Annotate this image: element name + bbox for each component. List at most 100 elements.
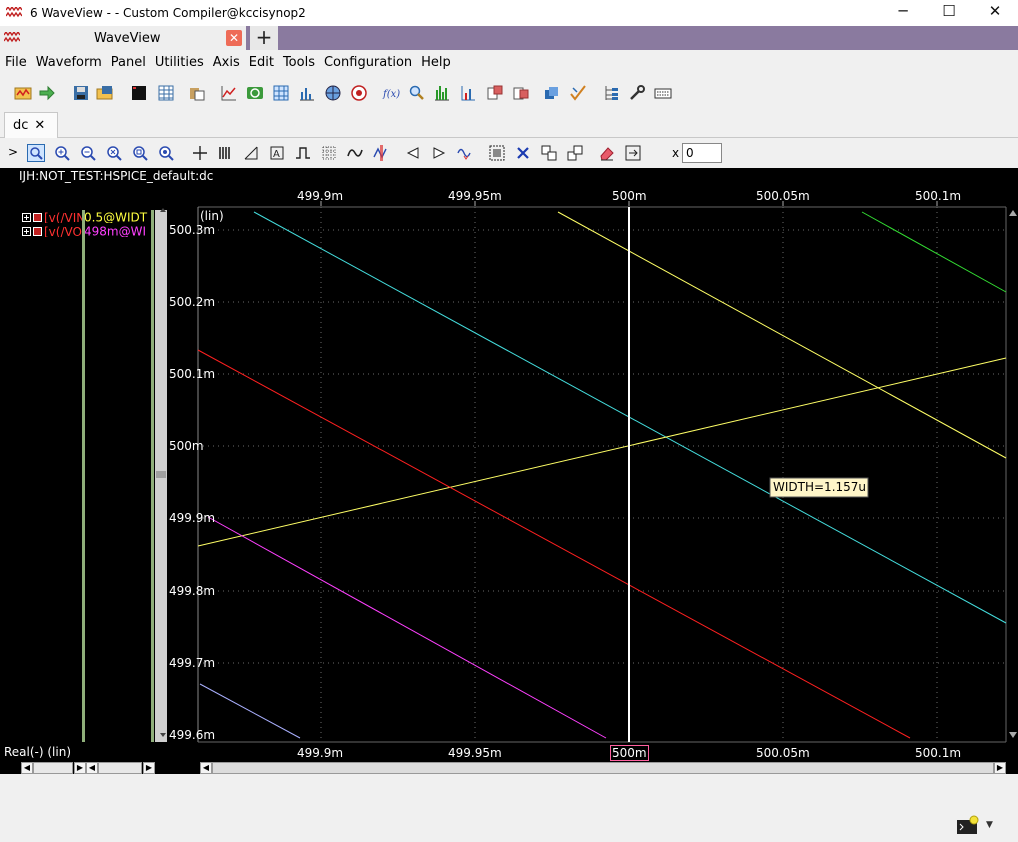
stats-icon[interactable] [459, 84, 477, 102]
hierarchy-icon[interactable] [602, 84, 620, 102]
crosshair-icon[interactable] [191, 144, 209, 162]
search-icon[interactable] [408, 84, 426, 102]
signal-compare-icon[interactable] [372, 144, 390, 162]
export-icon[interactable] [486, 84, 504, 102]
menu-edit[interactable]: Edit [248, 54, 274, 70]
list-scroll-up-icon[interactable] [160, 208, 166, 212]
dotted-grid-icon[interactable] [320, 144, 338, 162]
menu-configuration[interactable]: Configuration [323, 54, 413, 70]
zoom-in-icon[interactable] [53, 144, 71, 162]
grid-table-icon[interactable] [272, 84, 290, 102]
slope-icon[interactable] [242, 144, 260, 162]
signal-list-scroll-thumb[interactable] [156, 471, 166, 478]
plot-hscrollbar[interactable] [212, 762, 994, 774]
menu-help[interactable]: Help [421, 54, 451, 70]
import-icon[interactable] [512, 84, 530, 102]
go-arrow-icon[interactable] [38, 84, 56, 102]
terminal-icon[interactable] [130, 84, 148, 102]
plot-line-icon[interactable] [220, 84, 238, 102]
plot-scroll-left-icon[interactable]: ◀ [200, 762, 212, 774]
step-right-icon[interactable] [430, 144, 448, 162]
menu-panel[interactable]: Panel [110, 54, 146, 70]
signal-visibility-icon[interactable] [33, 227, 42, 236]
function-icon[interactable]: f(x) [382, 84, 400, 102]
list-scroll-down-icon[interactable] [160, 733, 166, 737]
waveform-yellow-falling[interactable] [557, 211, 1007, 459]
status-dropdown-icon[interactable]: ▼ [986, 820, 993, 830]
bottom-axis-row: Real(-) (lin) 499.9m 499.95m 500m 500.05… [0, 744, 1018, 762]
name-hscrollbar[interactable] [33, 762, 73, 774]
name-scroll-right-icon[interactable]: ▶ [74, 762, 86, 774]
vertical-bars-icon[interactable] [216, 144, 234, 162]
close-button[interactable]: ✕ [988, 2, 1002, 20]
ungroup-icon[interactable] [566, 144, 584, 162]
waveform-magenta[interactable] [207, 516, 607, 739]
check-icon[interactable] [569, 84, 587, 102]
expand-plus-icon[interactable] [22, 213, 31, 222]
cursor-value-label[interactable]: 500m [610, 745, 649, 761]
delete-icon[interactable] [514, 144, 532, 162]
copy-icon[interactable] [188, 84, 206, 102]
select-all-icon[interactable] [488, 144, 506, 162]
bar-chart-icon[interactable] [298, 84, 316, 102]
keyboard-icon[interactable] [654, 84, 672, 102]
waveform-red[interactable] [197, 349, 911, 739]
doc-tab-close-button[interactable]: ✕ [34, 118, 46, 133]
plot-scroll-down-icon[interactable] [1009, 732, 1017, 738]
wrench-icon[interactable] [628, 84, 646, 102]
value-scroll-right-icon[interactable]: ▶ [143, 762, 155, 774]
fit-frame-icon[interactable] [624, 144, 642, 162]
text-annotate-icon[interactable]: A [268, 144, 286, 162]
globe-icon[interactable] [324, 84, 342, 102]
table-icon[interactable] [157, 84, 175, 102]
doc-tab-dc[interactable]: dc ✕ [4, 112, 58, 138]
name-scroll-left-icon[interactable]: ◀ [21, 762, 33, 774]
menu-waveform[interactable]: Waveform [35, 54, 102, 70]
signal-row-vin[interactable]: [v(/VIN0.5@WIDT [22, 210, 152, 223]
group-icon[interactable] [540, 144, 558, 162]
eraser-icon[interactable] [598, 144, 616, 162]
value-scroll-left-icon[interactable]: ◀ [86, 762, 98, 774]
expand-toggle[interactable]: > [8, 145, 19, 159]
zoom-x-icon[interactable] [105, 144, 123, 162]
wave-icon[interactable] [346, 144, 364, 162]
console-status-icon[interactable] [956, 815, 982, 835]
x-offset-input[interactable] [682, 143, 722, 163]
app-tab-waveview[interactable]: WaveView ✕ [0, 26, 246, 50]
save-icon[interactable] [72, 84, 90, 102]
signal-name: [v(/VIN [44, 210, 84, 224]
waveform-yellow-rising[interactable] [197, 357, 1007, 547]
target-icon[interactable] [350, 84, 368, 102]
histogram-icon[interactable] [433, 84, 451, 102]
zoom-out-icon[interactable] [79, 144, 97, 162]
waveform-green[interactable] [861, 211, 1007, 293]
refresh-icon[interactable] [246, 84, 264, 102]
plot-scroll-right-icon[interactable]: ▶ [994, 762, 1006, 774]
name-column-divider[interactable] [82, 210, 85, 742]
expand-plus-icon[interactable] [22, 227, 31, 236]
waveform-lavender[interactable] [199, 683, 301, 739]
menu-utilities[interactable]: Utilities [154, 54, 204, 70]
load-icon[interactable] [96, 84, 114, 102]
app-tab-close-button[interactable]: ✕ [226, 30, 242, 46]
value-hscrollbar[interactable] [98, 762, 142, 774]
menu-axis[interactable]: Axis [212, 54, 240, 70]
signal-visibility-icon[interactable] [33, 213, 42, 222]
layers-icon[interactable] [543, 84, 561, 102]
menu-file[interactable]: File [5, 54, 27, 70]
zoom-box-icon[interactable] [157, 144, 175, 162]
zoom-y-icon[interactable] [131, 144, 149, 162]
step-left-icon[interactable] [404, 144, 422, 162]
waveform-plot[interactable] [0, 168, 1018, 774]
minimize-button[interactable]: ─ [898, 2, 908, 20]
maximize-button[interactable]: ☐ [942, 2, 956, 20]
plot-scroll-up-icon[interactable] [1009, 210, 1017, 216]
signal-row-vout[interactable]: [v(/VO 498m@WI [22, 224, 152, 237]
waveform-measure-icon[interactable] [456, 144, 474, 162]
menu-tools[interactable]: Tools [282, 54, 315, 70]
value-column-divider[interactable] [151, 210, 154, 742]
zoom-fit-icon[interactable] [27, 144, 45, 162]
new-tab-button[interactable]: + [250, 26, 278, 50]
open-waveform-icon[interactable] [14, 84, 32, 102]
pulse-icon[interactable] [294, 144, 312, 162]
